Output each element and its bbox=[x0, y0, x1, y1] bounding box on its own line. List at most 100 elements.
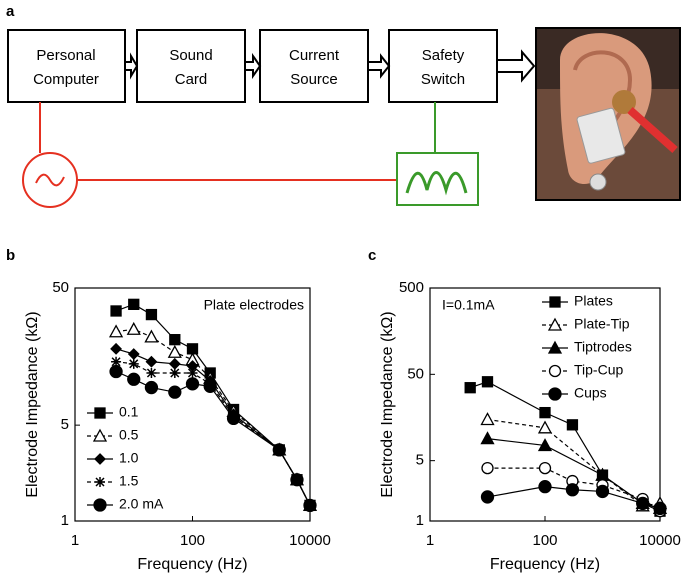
marker bbox=[185, 377, 200, 391]
legend-marker bbox=[548, 364, 562, 378]
box-label: Computer bbox=[33, 71, 99, 88]
legend-label: Tip-Cup bbox=[574, 362, 623, 378]
marker bbox=[539, 406, 551, 419]
marker bbox=[110, 342, 122, 355]
marker bbox=[144, 329, 159, 343]
legend-marker bbox=[94, 407, 106, 419]
monitor bbox=[396, 152, 479, 206]
marker bbox=[109, 364, 123, 379]
marker bbox=[636, 496, 650, 511]
x-tick-label: 100 bbox=[532, 532, 557, 549]
plot-frame bbox=[74, 287, 311, 522]
panel-label: b bbox=[6, 247, 15, 264]
marker bbox=[481, 461, 494, 475]
box-label: Current bbox=[289, 47, 340, 64]
series-line bbox=[115, 328, 311, 506]
marker bbox=[168, 357, 181, 370]
marker bbox=[111, 356, 122, 367]
panel-label: a bbox=[6, 3, 15, 20]
legend-label: 1.0 bbox=[119, 450, 139, 466]
marker bbox=[126, 321, 141, 335]
box bbox=[388, 29, 498, 103]
y-tick-label: 5 bbox=[61, 416, 69, 433]
marker bbox=[127, 348, 140, 360]
box bbox=[7, 29, 126, 103]
legend-label: 1.5 bbox=[119, 473, 139, 489]
x-tick-label: 100 bbox=[180, 532, 205, 549]
y-tick-label: 50 bbox=[407, 365, 424, 382]
y-axis-label: Electrode Impedance (kΩ) bbox=[24, 311, 41, 497]
marker bbox=[145, 355, 158, 368]
legend-label: 2.0 mA bbox=[119, 496, 164, 512]
annotation: I=0.1mA bbox=[442, 297, 495, 313]
arrows bbox=[124, 49, 536, 83]
marker bbox=[169, 367, 180, 378]
legend-marker bbox=[92, 428, 108, 442]
marker bbox=[144, 380, 159, 395]
box-label: Card bbox=[175, 71, 208, 88]
series-line bbox=[487, 418, 661, 507]
legend-label: Plate-Tip bbox=[574, 316, 630, 332]
marker bbox=[481, 376, 494, 388]
x-axis-label: Frequency (Hz) bbox=[490, 556, 600, 573]
marker bbox=[127, 372, 141, 386]
legend-marker bbox=[547, 340, 563, 354]
series-line bbox=[115, 370, 311, 506]
legend-label: 0.5 bbox=[119, 427, 139, 443]
series-line bbox=[469, 381, 661, 512]
legend-marker bbox=[95, 477, 105, 487]
marker bbox=[565, 483, 580, 497]
legend-marker bbox=[93, 498, 107, 512]
y-axis-label: Electrode Impedance (kΩ) bbox=[379, 311, 396, 497]
marker bbox=[538, 461, 552, 475]
box-label: Sound bbox=[169, 47, 212, 64]
marker bbox=[303, 498, 317, 513]
y-tick-label: 5 bbox=[416, 452, 424, 469]
legend-label: 0.1 bbox=[119, 404, 139, 420]
legend-marker bbox=[549, 296, 561, 308]
legend-label: Tiptrodes bbox=[574, 339, 632, 355]
legend-marker bbox=[94, 453, 106, 465]
marker bbox=[168, 385, 182, 399]
series-line bbox=[487, 438, 661, 509]
x-tick-label: 1 bbox=[71, 532, 79, 549]
annotation: Plate electrodes bbox=[204, 297, 304, 313]
marker bbox=[537, 438, 553, 452]
marker bbox=[272, 443, 286, 457]
y-tick-label: 500 bbox=[399, 279, 424, 296]
box-label: Source bbox=[290, 71, 338, 88]
marker bbox=[108, 324, 124, 338]
marker bbox=[537, 420, 553, 434]
marker bbox=[480, 412, 495, 426]
x-tick-label: 10000 bbox=[639, 532, 681, 549]
box-label: Safety bbox=[422, 47, 465, 64]
marker bbox=[187, 367, 198, 378]
marker bbox=[145, 308, 158, 321]
y-tick-label: 1 bbox=[416, 512, 424, 529]
panel-label: c bbox=[368, 247, 376, 264]
marker bbox=[480, 490, 495, 504]
legend-marker bbox=[548, 387, 562, 401]
x-tick-label: 1 bbox=[426, 532, 434, 549]
marker bbox=[110, 305, 122, 317]
marker bbox=[128, 298, 140, 310]
marker bbox=[128, 358, 139, 369]
legend-marker bbox=[547, 317, 563, 331]
box bbox=[136, 29, 246, 103]
x-tick-label: 10000 bbox=[289, 532, 331, 549]
marker bbox=[146, 367, 157, 378]
marker bbox=[653, 501, 667, 516]
diagram: Personal Computer Sound Card Current Sou… bbox=[7, 27, 681, 208]
marker bbox=[538, 479, 552, 494]
legend-label: Plates bbox=[574, 293, 613, 309]
marker bbox=[290, 473, 304, 487]
y-tick-label: 50 bbox=[52, 279, 69, 296]
box-label: Switch bbox=[421, 71, 465, 88]
marker bbox=[226, 411, 241, 426]
sine-icon bbox=[35, 173, 65, 187]
marker bbox=[186, 343, 199, 355]
marker bbox=[480, 431, 495, 445]
x-axis-label: Frequency (Hz) bbox=[137, 556, 247, 573]
marker bbox=[464, 382, 476, 394]
marker bbox=[169, 334, 181, 346]
